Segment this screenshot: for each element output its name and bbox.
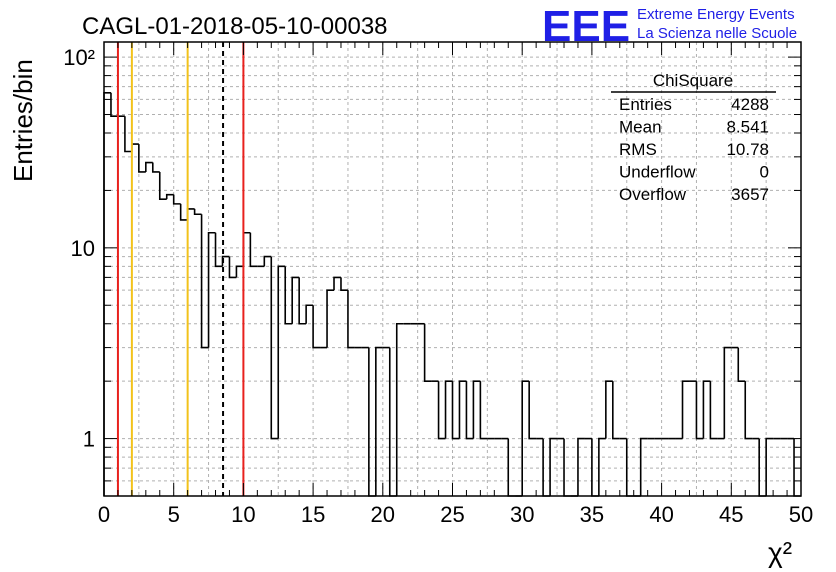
histogram-bin [479,381,488,440]
histogram-bin [598,437,606,496]
histogram-bin [639,437,648,496]
histogram-bin [179,203,188,221]
x-tick-label: 15 [301,502,325,527]
histogram-bin [312,305,321,349]
x-tick-label: 30 [510,502,534,527]
histogram-bin [528,381,537,440]
histogram-bin [235,265,244,278]
x-tick-label: 20 [371,502,395,527]
histogram-bin [437,381,446,440]
histogram-bin [702,380,711,439]
y-tick-label: 10² [63,45,95,70]
x-tick-label: 40 [649,502,673,527]
histogram-bin [423,323,432,382]
histogram-bin [472,380,481,439]
y-tick-label: 10 [71,236,95,261]
histogram-bin [521,380,530,496]
stats-row-value: 3657 [731,185,769,204]
stats-box: ChiSquare Entries 4288 Mean 8.541 RMS 10.78 Un… [611,71,776,204]
histogram-bin [375,346,383,496]
stats-row-value: 4288 [731,95,769,114]
histogram-bin [305,304,314,324]
histogram-bin [444,380,453,439]
histogram-bin [249,232,258,268]
logo-line-1: Extreme Energy Events [637,6,795,23]
y-axis-label: Entries/bin [8,59,38,182]
x-axis-label: χ² [768,537,792,568]
y-axis: 1 10 10² [63,45,801,497]
x-tick-label: 35 [580,502,604,527]
histogram-bin [138,144,146,173]
histogram-bin [605,380,613,439]
histogram-bin [291,276,300,324]
histogram-bin [347,290,355,349]
x-tick-label: 10 [231,502,255,527]
stats-box-header: ChiSquare [653,71,733,90]
stats-row-label: Entries [619,95,672,114]
histogram-bin [228,256,237,279]
stats-row-label: Overflow [619,185,687,204]
histogram-bin [207,231,216,348]
histogram-bin [709,381,718,440]
x-tick-label: 50 [789,502,813,527]
stats-row-label: Underflow [619,163,696,182]
histogram-bin [145,161,153,172]
histogram-bin [110,92,118,117]
x-tick-label: 45 [719,502,743,527]
histogram-bin [270,256,279,440]
stats-row-value: 10.78 [726,140,769,159]
histogram-bin [695,381,704,440]
y-tick-label: 1 [83,427,95,452]
histogram-bin [277,265,286,439]
stats-row-label: RMS [619,140,657,159]
stats-row-value: 0 [760,163,769,182]
x-tick-label: 0 [98,502,110,527]
histogram-bin [451,381,460,440]
histogram-bin [221,255,230,267]
histogram-bin [165,193,174,200]
logo-line-2: La Scienza nelle Scuole [637,25,797,42]
histogram-bin [151,162,160,173]
reference-lines [116,42,245,496]
stats-row-value: 8.541 [726,118,769,137]
eee-logo: EEE Extreme Energy Events La Scienza nel… [542,2,797,51]
histogram-bin [340,277,348,291]
histogram-bin [395,322,404,496]
histogram-bin [465,381,474,440]
histogram-bin [333,276,341,291]
stats-row-label: Mean [619,118,662,137]
histogram-bin [737,347,746,382]
histogram-bin [172,194,181,205]
histogram-bin [681,380,690,439]
x-tick-label: 5 [168,502,180,527]
histogram-bin [326,289,335,348]
histogram-bin [200,214,209,349]
x-tick-label: 25 [440,502,464,527]
histogram-bin [577,437,585,496]
histogram-bin [549,437,558,496]
histogram-bin [193,208,202,216]
histogram-bin [765,437,774,496]
histogram-bin [612,381,620,440]
histogram-bin [124,116,132,153]
x-axis: 0 5 10 15 20 25 30 35 40 45 50 [98,42,813,527]
histogram-bin [214,232,223,268]
histogram-bin [298,277,307,325]
histogram-bin [744,381,753,440]
stats-box-rows: Entries 4288 Mean 8.541 RMS 10.78 Underflow 0 Ov… [619,95,769,204]
histogram-bin [284,266,293,325]
histogram-bin [158,171,167,200]
histogram-bin [263,255,272,267]
histogram-bin [458,380,467,439]
chart-title: CAGL-01-2018-05-10-00038 [82,13,388,40]
logo-mark: EEE [542,2,630,51]
histogram-bin [723,346,732,439]
